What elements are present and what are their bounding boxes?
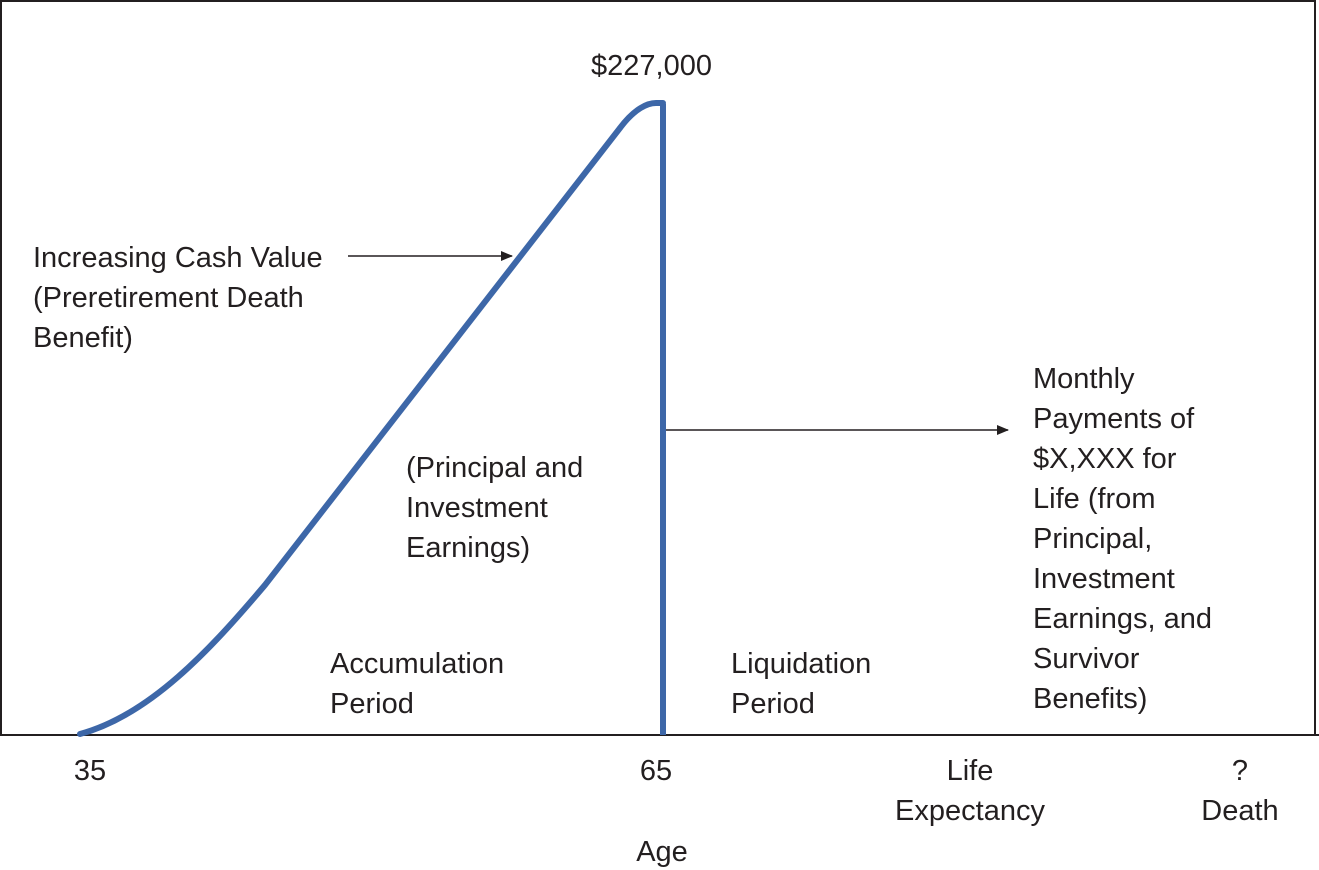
principal-earnings-annotation: (Principal and Investment Earnings) <box>406 452 584 564</box>
diagram-frame <box>0 0 1316 734</box>
liquidation-period-label: Liquidation Period <box>731 648 872 720</box>
cash-value-curve <box>77 100 666 737</box>
monthly-payments-annotation: Monthly Payments of $X,XXX for Life (fro… <box>1033 363 1212 715</box>
peak-value-label: $227,000 <box>591 50 712 82</box>
tick-65-label: 65 <box>639 755 673 787</box>
tick-life-expectancy-label: Life Expectancy <box>895 755 1045 827</box>
cash-value-annotation: Increasing Cash Value (Preretirement Dea… <box>33 242 323 354</box>
accumulation-period-label: Accumulation Period <box>330 648 505 720</box>
x-axis-title: Age <box>636 836 688 868</box>
tick-death-label: ? Death <box>1201 755 1279 827</box>
tick-35-label: 35 <box>73 755 107 787</box>
